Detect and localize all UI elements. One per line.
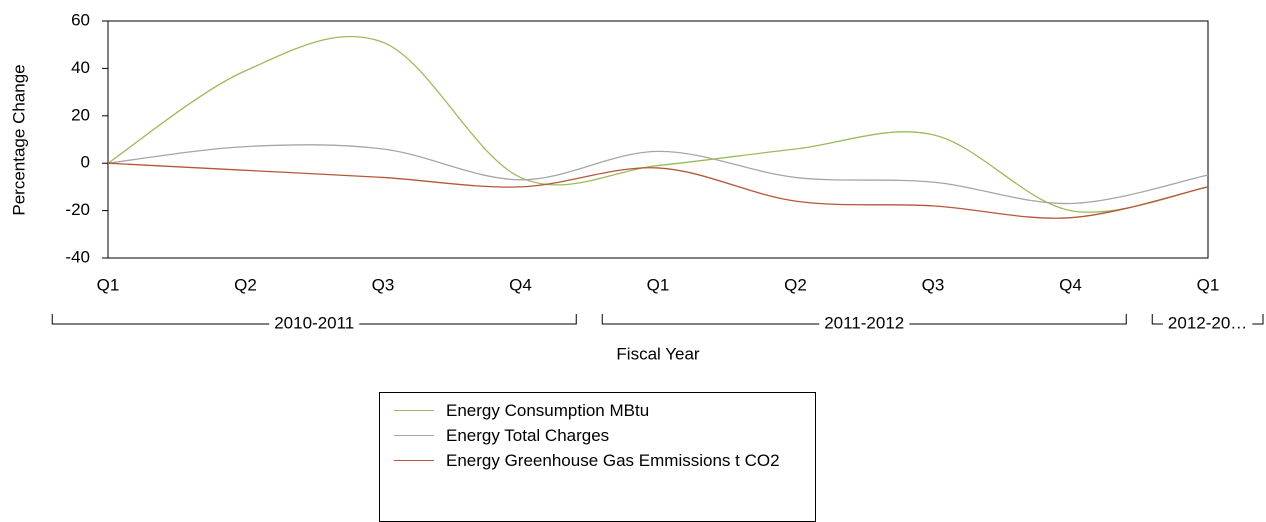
y-tick-label: 40 — [71, 58, 90, 77]
y-tick-label: -20 — [65, 200, 90, 219]
legend-swatch — [394, 410, 434, 411]
x-tick-label: Q2 — [784, 275, 807, 294]
group-bracket — [601, 314, 1127, 325]
y-tick-label: -40 — [65, 247, 90, 266]
group-label: 2011-2012 — [824, 313, 904, 332]
group-label: 2010-2011 — [274, 313, 354, 332]
legend-label: Energy Greenhouse Gas Emmissions t CO2 — [446, 451, 780, 470]
legend-swatch — [394, 460, 434, 461]
x-tick-label: Q4 — [509, 275, 532, 294]
legend-swatch — [394, 435, 434, 436]
group-bracket — [51, 314, 577, 325]
y-tick-label: 0 — [81, 153, 90, 172]
x-tick-label: Q2 — [234, 275, 257, 294]
legend: Energy Consumption MBtu Energy Total Char… — [379, 392, 816, 522]
x-tick-label: Q3 — [922, 275, 945, 294]
x-axis-label: Fiscal Year — [616, 344, 699, 363]
group-label: 2012-20… — [1168, 313, 1247, 332]
legend-item: Energy Greenhouse Gas Emmissions t CO2 — [394, 451, 815, 470]
y-tick-label: 60 — [71, 10, 90, 29]
x-tick-label: Q4 — [1059, 275, 1082, 294]
legend-item: Energy Consumption MBtu — [394, 401, 815, 420]
x-tick-label: Q1 — [97, 275, 120, 294]
legend-item: Energy Total Charges — [394, 426, 815, 445]
y-tick-label: 20 — [71, 105, 90, 124]
legend-label: Energy Total Charges — [446, 426, 610, 445]
series-line — [107, 162, 1209, 219]
group-bracket — [1151, 314, 1264, 325]
series-line — [107, 144, 1209, 205]
x-tick-label: Q1 — [1197, 275, 1220, 294]
series-line — [107, 35, 1209, 213]
x-tick-label: Q1 — [647, 275, 670, 294]
plot-frame — [107, 20, 1209, 259]
legend-label: Energy Consumption MBtu — [446, 401, 650, 420]
x-tick-label: Q3 — [372, 275, 395, 294]
y-axis-label: Percentage Change — [9, 64, 28, 215]
